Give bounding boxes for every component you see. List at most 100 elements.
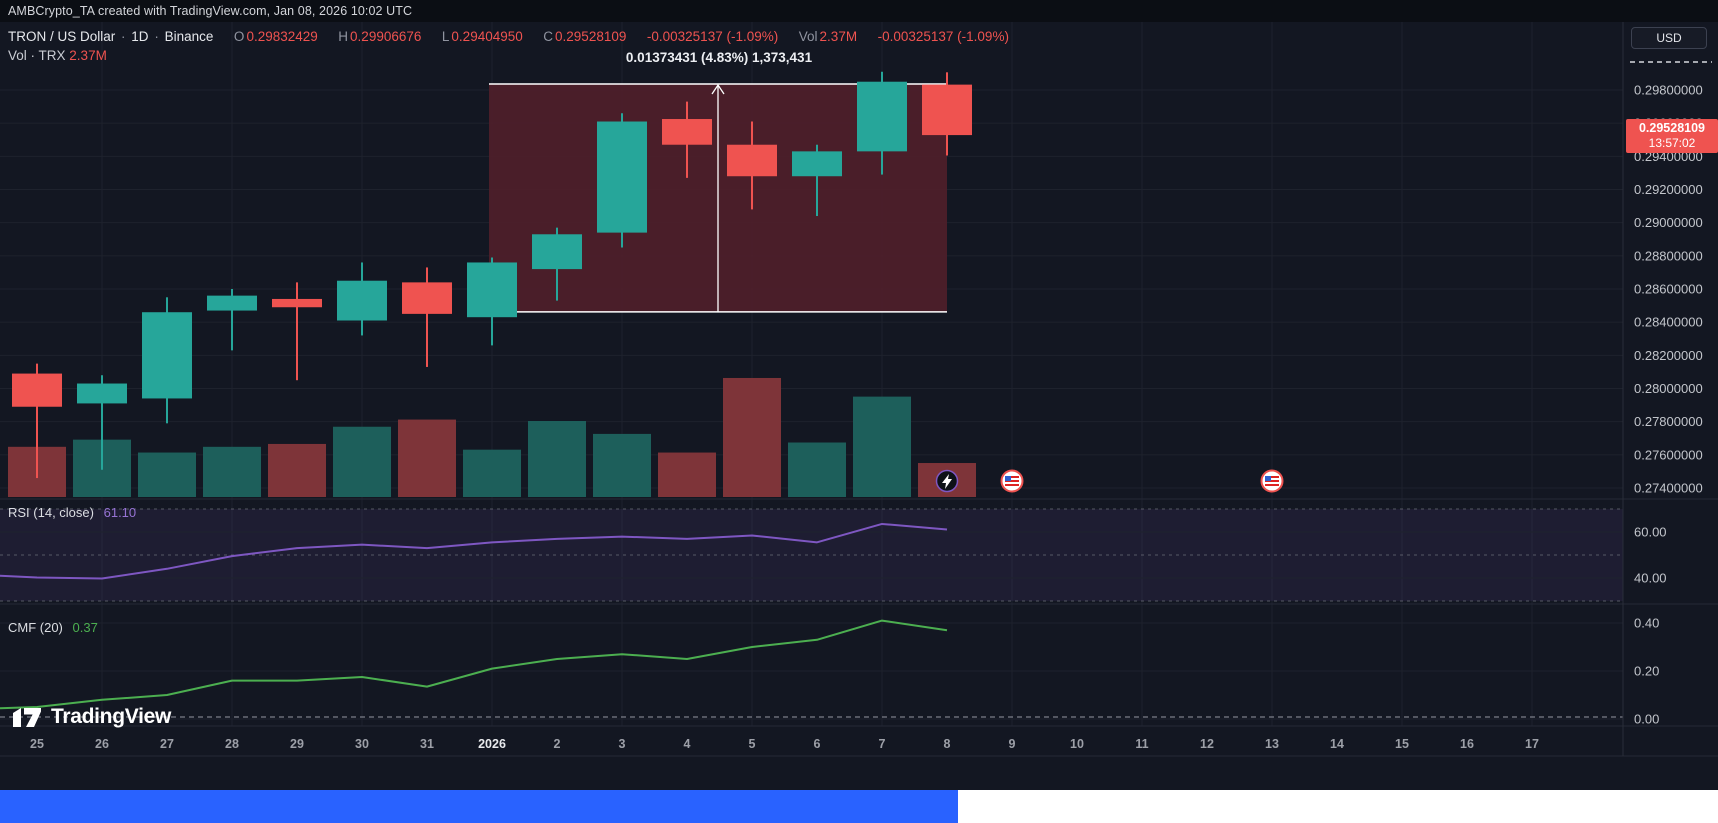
candle-body[interactable] <box>12 373 62 407</box>
rsi-axis-tick: 40.00 <box>1634 571 1667 586</box>
candle-body[interactable] <box>77 383 127 404</box>
time-axis-label[interactable]: 11 <box>1135 737 1148 751</box>
attribution-bar: AMBCrypto_TA created with TradingView.co… <box>0 0 1718 22</box>
lightning-bolt-glyph <box>942 474 952 489</box>
volume-change: -0.00325137 (-1.09%) <box>877 29 1009 44</box>
interval-value[interactable]: 1D <box>131 29 149 44</box>
time-axis-label[interactable]: 12 <box>1200 737 1214 751</box>
volume-bar[interactable] <box>658 452 716 497</box>
tradingview-logo-icon <box>13 708 41 727</box>
price-axis-tick: 0.27400000 <box>1634 480 1703 495</box>
open-label: O <box>233 29 245 44</box>
rsi-value: 61.10 <box>103 505 137 520</box>
flag-stripe <box>1005 484 1019 486</box>
bar-countdown: 13:57:02 <box>1648 136 1696 150</box>
candle-body[interactable] <box>272 298 322 308</box>
time-axis-label[interactable]: 4 <box>684 737 691 751</box>
flag-stripe <box>1265 484 1279 486</box>
last-price-label[interactable]: 0.29528109 13:57:02 <box>1626 119 1718 153</box>
cmf-value: 0.37 <box>72 620 98 635</box>
candle-body[interactable] <box>207 295 257 311</box>
rsi-axis-tick: 60.00 <box>1634 525 1667 540</box>
low-label: L <box>441 29 450 44</box>
volume-bar[interactable] <box>723 377 781 497</box>
time-axis-label[interactable]: 27 <box>160 737 174 751</box>
cmf-line <box>0 619 948 710</box>
volume-indicator-label[interactable]: Vol · TRX <box>8 48 66 63</box>
time-axis-label[interactable]: 17 <box>1525 737 1539 751</box>
flag-stripe <box>1265 480 1279 482</box>
currency-toggle-button[interactable]: USD <box>1631 27 1707 49</box>
rsi-label[interactable]: RSI (14, close) <box>8 505 94 520</box>
price-axis-tick: 0.28200000 <box>1634 348 1703 363</box>
symbol-title[interactable]: TRON / US Dollar <box>8 29 116 44</box>
time-axis-label[interactable]: 10 <box>1070 737 1084 751</box>
time-axis-label[interactable]: 29 <box>290 737 304 751</box>
flag-canton <box>1265 476 1271 481</box>
cmf-legend[interactable]: CMF (20) 0.37 <box>8 620 98 635</box>
price-axis-tick: 0.28800000 <box>1634 248 1703 263</box>
time-axis-label[interactable]: 7 <box>879 737 886 751</box>
time-axis-label[interactable]: 3 <box>619 737 626 751</box>
time-axis-label[interactable]: 2 <box>554 737 561 751</box>
volume-bar[interactable] <box>593 433 651 497</box>
exchange-name[interactable]: Binance <box>164 29 214 44</box>
time-axis-label[interactable]: 25 <box>30 737 44 751</box>
volume-bar[interactable] <box>268 443 326 497</box>
volume-bar[interactable] <box>788 442 846 497</box>
candle-body[interactable] <box>467 262 517 318</box>
time-axis-label[interactable]: 31 <box>420 737 434 751</box>
banner-blue-segment <box>0 790 958 823</box>
cmf-axis-tick: 0.00 <box>1634 712 1659 727</box>
price-axis-tick: 0.29800000 <box>1634 83 1703 98</box>
candle-body[interactable] <box>792 151 842 177</box>
time-axis-label[interactable]: 6 <box>814 737 821 751</box>
volume-bar[interactable] <box>853 396 911 497</box>
time-axis-label[interactable]: 8 <box>944 737 951 751</box>
banner-white-segment <box>958 790 1718 823</box>
symbol-legend[interactable]: TRON / US Dollar · 1D · Binance O 0.29832… <box>8 29 1009 44</box>
price-axis-tick: 0.29200000 <box>1634 182 1703 197</box>
time-axis-label[interactable]: 2026 <box>478 737 506 751</box>
candle-body[interactable] <box>662 119 712 145</box>
candle-body[interactable] <box>597 121 647 233</box>
price-axis-tick: 0.28000000 <box>1634 381 1703 396</box>
candle-body[interactable] <box>142 312 192 399</box>
price-axis-tick: 0.27800000 <box>1634 414 1703 429</box>
time-axis-label[interactable]: 5 <box>749 737 756 751</box>
high-label: H <box>338 29 349 44</box>
time-axis-label[interactable]: 26 <box>95 737 109 751</box>
price-axis-tick: 0.28600000 <box>1634 281 1703 296</box>
time-axis-label[interactable]: 14 <box>1330 737 1344 751</box>
open-value: 0.29832429 <box>246 29 318 44</box>
flag-stripe <box>1005 480 1019 482</box>
flag-stripe <box>1005 476 1019 478</box>
time-axis-label[interactable]: 9 <box>1009 737 1016 751</box>
cmf-label[interactable]: CMF (20) <box>8 620 63 635</box>
candle-body[interactable] <box>337 280 387 321</box>
volume-bar[interactable] <box>333 426 391 497</box>
candle-body[interactable] <box>922 84 972 136</box>
candle-body[interactable] <box>402 282 452 314</box>
rsi-legend[interactable]: RSI (14, close) 61.10 <box>8 505 136 520</box>
tradingview-logo[interactable]: TradingView <box>10 698 171 736</box>
volume-bar[interactable] <box>138 452 196 497</box>
time-axis-label[interactable]: 16 <box>1460 737 1474 751</box>
candle-body[interactable] <box>727 144 777 177</box>
volume-indicator-legend[interactable]: Vol · TRX 2.37M <box>8 48 107 63</box>
time-axis-label[interactable]: 15 <box>1395 737 1409 751</box>
cmf-axis-tick: 0.40 <box>1634 616 1659 631</box>
last-price-value: 0.29528109 <box>1638 121 1706 135</box>
bottom-banner <box>0 790 1718 823</box>
candle-body[interactable] <box>857 81 907 152</box>
volume-bar[interactable] <box>398 419 456 497</box>
volume-bar[interactable] <box>463 449 521 497</box>
volume-bar[interactable] <box>203 446 261 497</box>
candle-body[interactable] <box>532 234 582 270</box>
time-axis-label[interactable]: 30 <box>355 737 369 751</box>
volume-bar[interactable] <box>528 420 586 497</box>
time-axis-label[interactable]: 13 <box>1265 737 1279 751</box>
time-axis-label[interactable]: 28 <box>225 737 239 751</box>
tradingview-logo-text: TradingView <box>51 705 172 728</box>
